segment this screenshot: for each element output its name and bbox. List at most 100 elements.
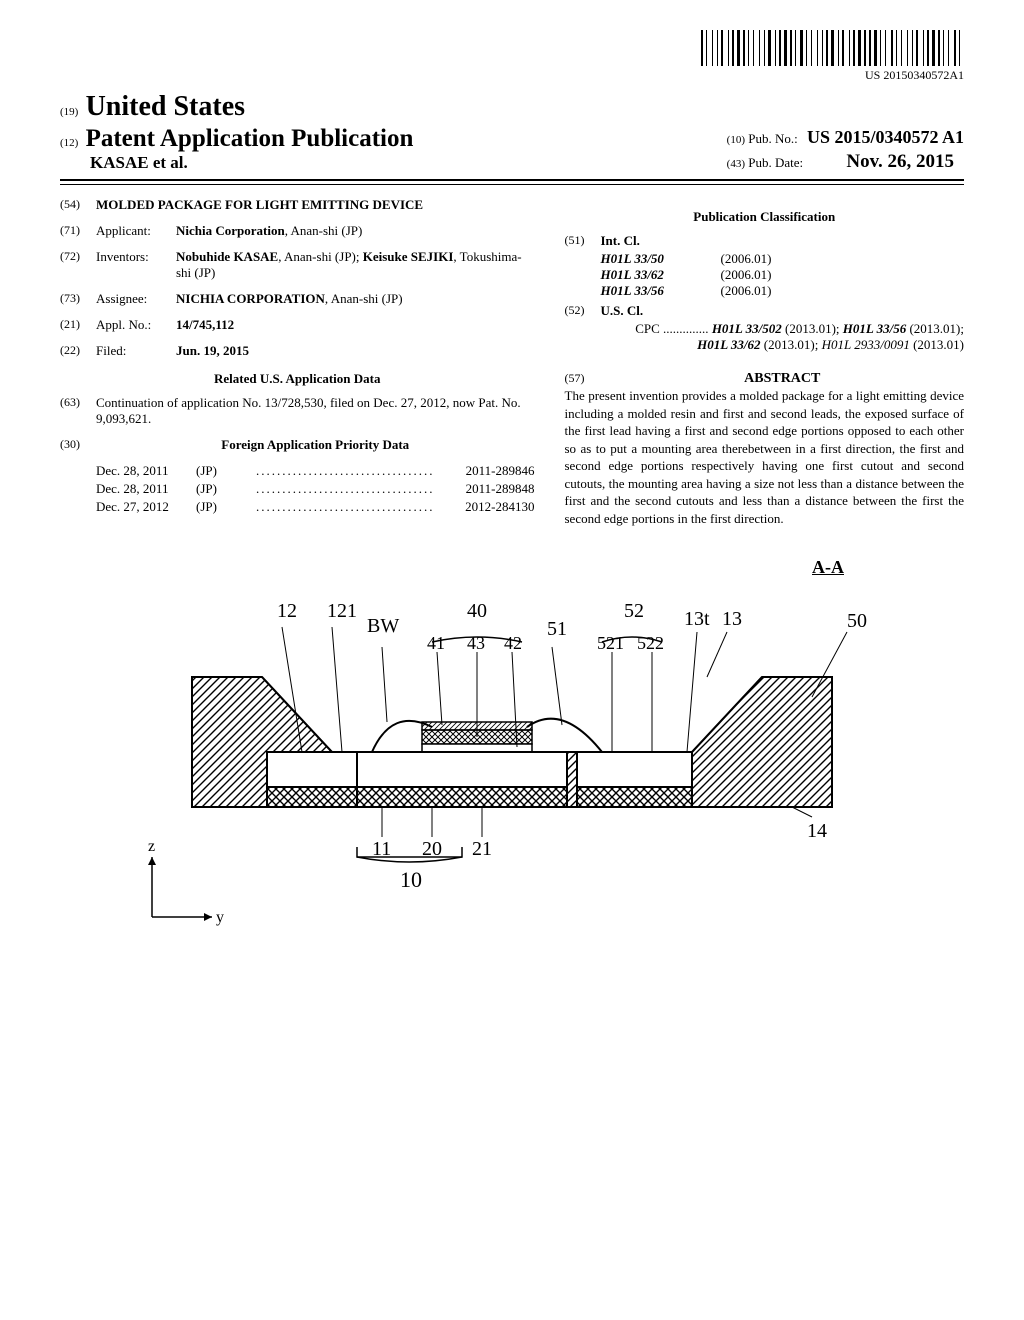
inid-73: (73)	[60, 291, 96, 307]
assignee-label: Assignee:	[96, 291, 176, 307]
inid-51: (51)	[565, 233, 601, 249]
fig-label-43: 43	[467, 633, 485, 653]
intcl-code: H01L 33/50	[601, 251, 721, 267]
priority-num: 2011-289848	[435, 481, 535, 497]
left-column: (54) MOLDED PACKAGE FOR LIGHT EMITTING D…	[60, 197, 535, 527]
inid-30: (30)	[60, 437, 96, 453]
cpc-label: CPC ..............	[635, 321, 708, 336]
intcl-code: H01L 33/56	[601, 283, 721, 299]
inid-12: (12)	[60, 137, 78, 149]
inid-57: (57)	[565, 371, 601, 387]
priority-row: Dec. 28, 2011 (JP) .....................…	[96, 481, 535, 497]
inid-54: (54)	[60, 197, 96, 213]
inid-19: (19)	[60, 106, 78, 118]
field-63: (63) Continuation of application No. 13/…	[60, 395, 535, 427]
priority-date: Dec. 28, 2011	[96, 463, 196, 479]
priority-dots: ..................................	[256, 463, 435, 479]
fig-label-522: 522	[637, 633, 664, 653]
field-52: (52) U.S. Cl.	[565, 303, 965, 319]
right-column: Publication Classification (51) Int. Cl.…	[565, 197, 965, 527]
fig-label-10: 10	[400, 867, 422, 892]
barcode-pub-id: US 20150340572A1	[60, 68, 964, 83]
foreign-priority-title: Foreign Application Priority Data	[96, 437, 535, 453]
abstract-text: The present invention provides a molded …	[565, 387, 965, 527]
intcl-row: H01L 33/50 (2006.01)	[601, 251, 965, 267]
fig-label-BW: BW	[367, 615, 399, 637]
fig-label-12: 12	[277, 600, 297, 622]
section-label: A-A	[812, 557, 844, 578]
field-71: (71) Applicant: Nichia Corporation, Anan…	[60, 223, 535, 239]
field-21: (21) Appl. No.: 14/745,112	[60, 317, 535, 333]
patent-figure: 12 121 BW 40 41 43 42 51 52 521 522 13t …	[132, 557, 892, 957]
fig-label-42: 42	[504, 633, 522, 653]
filed-label: Filed:	[96, 343, 176, 359]
field-30: (30) Foreign Application Priority Data	[60, 437, 535, 453]
fig-label-14: 14	[807, 820, 827, 842]
inid-63: (63)	[60, 395, 96, 427]
applno-label: Appl. No.:	[96, 317, 176, 333]
fig-label-11: 11	[372, 838, 391, 860]
inid-21: (21)	[60, 317, 96, 333]
fig-label-20: 20	[422, 838, 442, 860]
rule-thick	[60, 179, 964, 181]
intcl-label: Int. Cl.	[601, 233, 965, 249]
figure-area: A-A	[60, 557, 964, 961]
field-51: (51) Int. Cl.	[565, 233, 965, 249]
publication-type: Patent Application Publication	[86, 125, 414, 152]
country-name: United States	[86, 91, 245, 122]
intcl-row: H01L 33/56 (2006.01)	[601, 283, 965, 299]
header-left: (19) United States (12) Patent Applicati…	[60, 91, 413, 173]
pub-date-label: Pub. Date:	[748, 155, 803, 170]
intcl-block: H01L 33/50 (2006.01) H01L 33/62 (2006.01…	[601, 251, 965, 299]
inventors-label: Inventors:	[96, 249, 176, 281]
related-data-title: Related U.S. Application Data	[60, 371, 535, 387]
fig-label-121: 121	[327, 600, 357, 622]
priority-row: Dec. 28, 2011 (JP) .....................…	[96, 463, 535, 479]
pub-no-label: Pub. No.:	[748, 131, 797, 146]
inventors-value: Nobuhide KASAE, Anan-shi (JP); Keisuke S…	[176, 249, 535, 281]
pub-date: Nov. 26, 2015	[846, 151, 954, 172]
intcl-ver: (2006.01)	[721, 251, 772, 267]
fig-label-13t: 13t	[684, 608, 710, 630]
pub-classification-title: Publication Classification	[565, 209, 965, 225]
uscl-label: U.S. Cl.	[601, 303, 965, 319]
inid-71: (71)	[60, 223, 96, 239]
inid-43: (43)	[727, 158, 745, 170]
continuation-text: Continuation of application No. 13/728,5…	[96, 395, 535, 427]
fig-label-52: 52	[624, 600, 644, 622]
fig-label-41: 41	[427, 633, 445, 653]
priority-num: 2012-284130	[435, 499, 535, 515]
intcl-ver: (2006.01)	[721, 267, 772, 283]
priority-table: Dec. 28, 2011 (JP) .....................…	[96, 463, 535, 515]
field-54: (54) MOLDED PACKAGE FOR LIGHT EMITTING D…	[60, 197, 535, 213]
fig-label-13: 13	[722, 608, 742, 630]
priority-dots: ..................................	[256, 481, 435, 497]
intcl-ver: (2006.01)	[721, 283, 772, 299]
inid-10: (10)	[727, 134, 745, 146]
pub-no: US 2015/0340572 A1	[807, 127, 964, 147]
field-72: (72) Inventors: Nobuhide KASAE, Anan-shi…	[60, 249, 535, 281]
barcode: // draw a fake barcode with varying widt…	[701, 30, 964, 66]
field-73: (73) Assignee: NICHIA CORPORATION, Anan-…	[60, 291, 535, 307]
authors: KASAE et al.	[90, 153, 413, 173]
abstract-title: ABSTRACT	[601, 371, 965, 387]
header-right: (10) Pub. No.: US 2015/0340572 A1 (43) P…	[727, 127, 964, 173]
applicant-label: Applicant:	[96, 223, 176, 239]
axis-z: z	[148, 838, 155, 855]
fig-label-21: 21	[472, 838, 492, 860]
rule-thin	[60, 184, 964, 185]
invention-title: MOLDED PACKAGE FOR LIGHT EMITTING DEVICE	[96, 197, 535, 213]
axis-y: y	[216, 909, 224, 926]
priority-num: 2011-289846	[435, 463, 535, 479]
inid-22: (22)	[60, 343, 96, 359]
fig-label-40: 40	[467, 600, 487, 622]
body-columns: (54) MOLDED PACKAGE FOR LIGHT EMITTING D…	[60, 197, 964, 527]
priority-country: (JP)	[196, 499, 256, 515]
priority-row: Dec. 27, 2012 (JP) .....................…	[96, 499, 535, 515]
inid-72: (72)	[60, 249, 96, 281]
priority-date: Dec. 28, 2011	[96, 481, 196, 497]
applicant-value: Nichia Corporation, Anan-shi (JP)	[176, 223, 535, 239]
barcode-region: // draw a fake barcode with varying widt…	[60, 30, 964, 83]
header: (19) United States (12) Patent Applicati…	[60, 91, 964, 173]
fig-label-521: 521	[597, 633, 624, 653]
